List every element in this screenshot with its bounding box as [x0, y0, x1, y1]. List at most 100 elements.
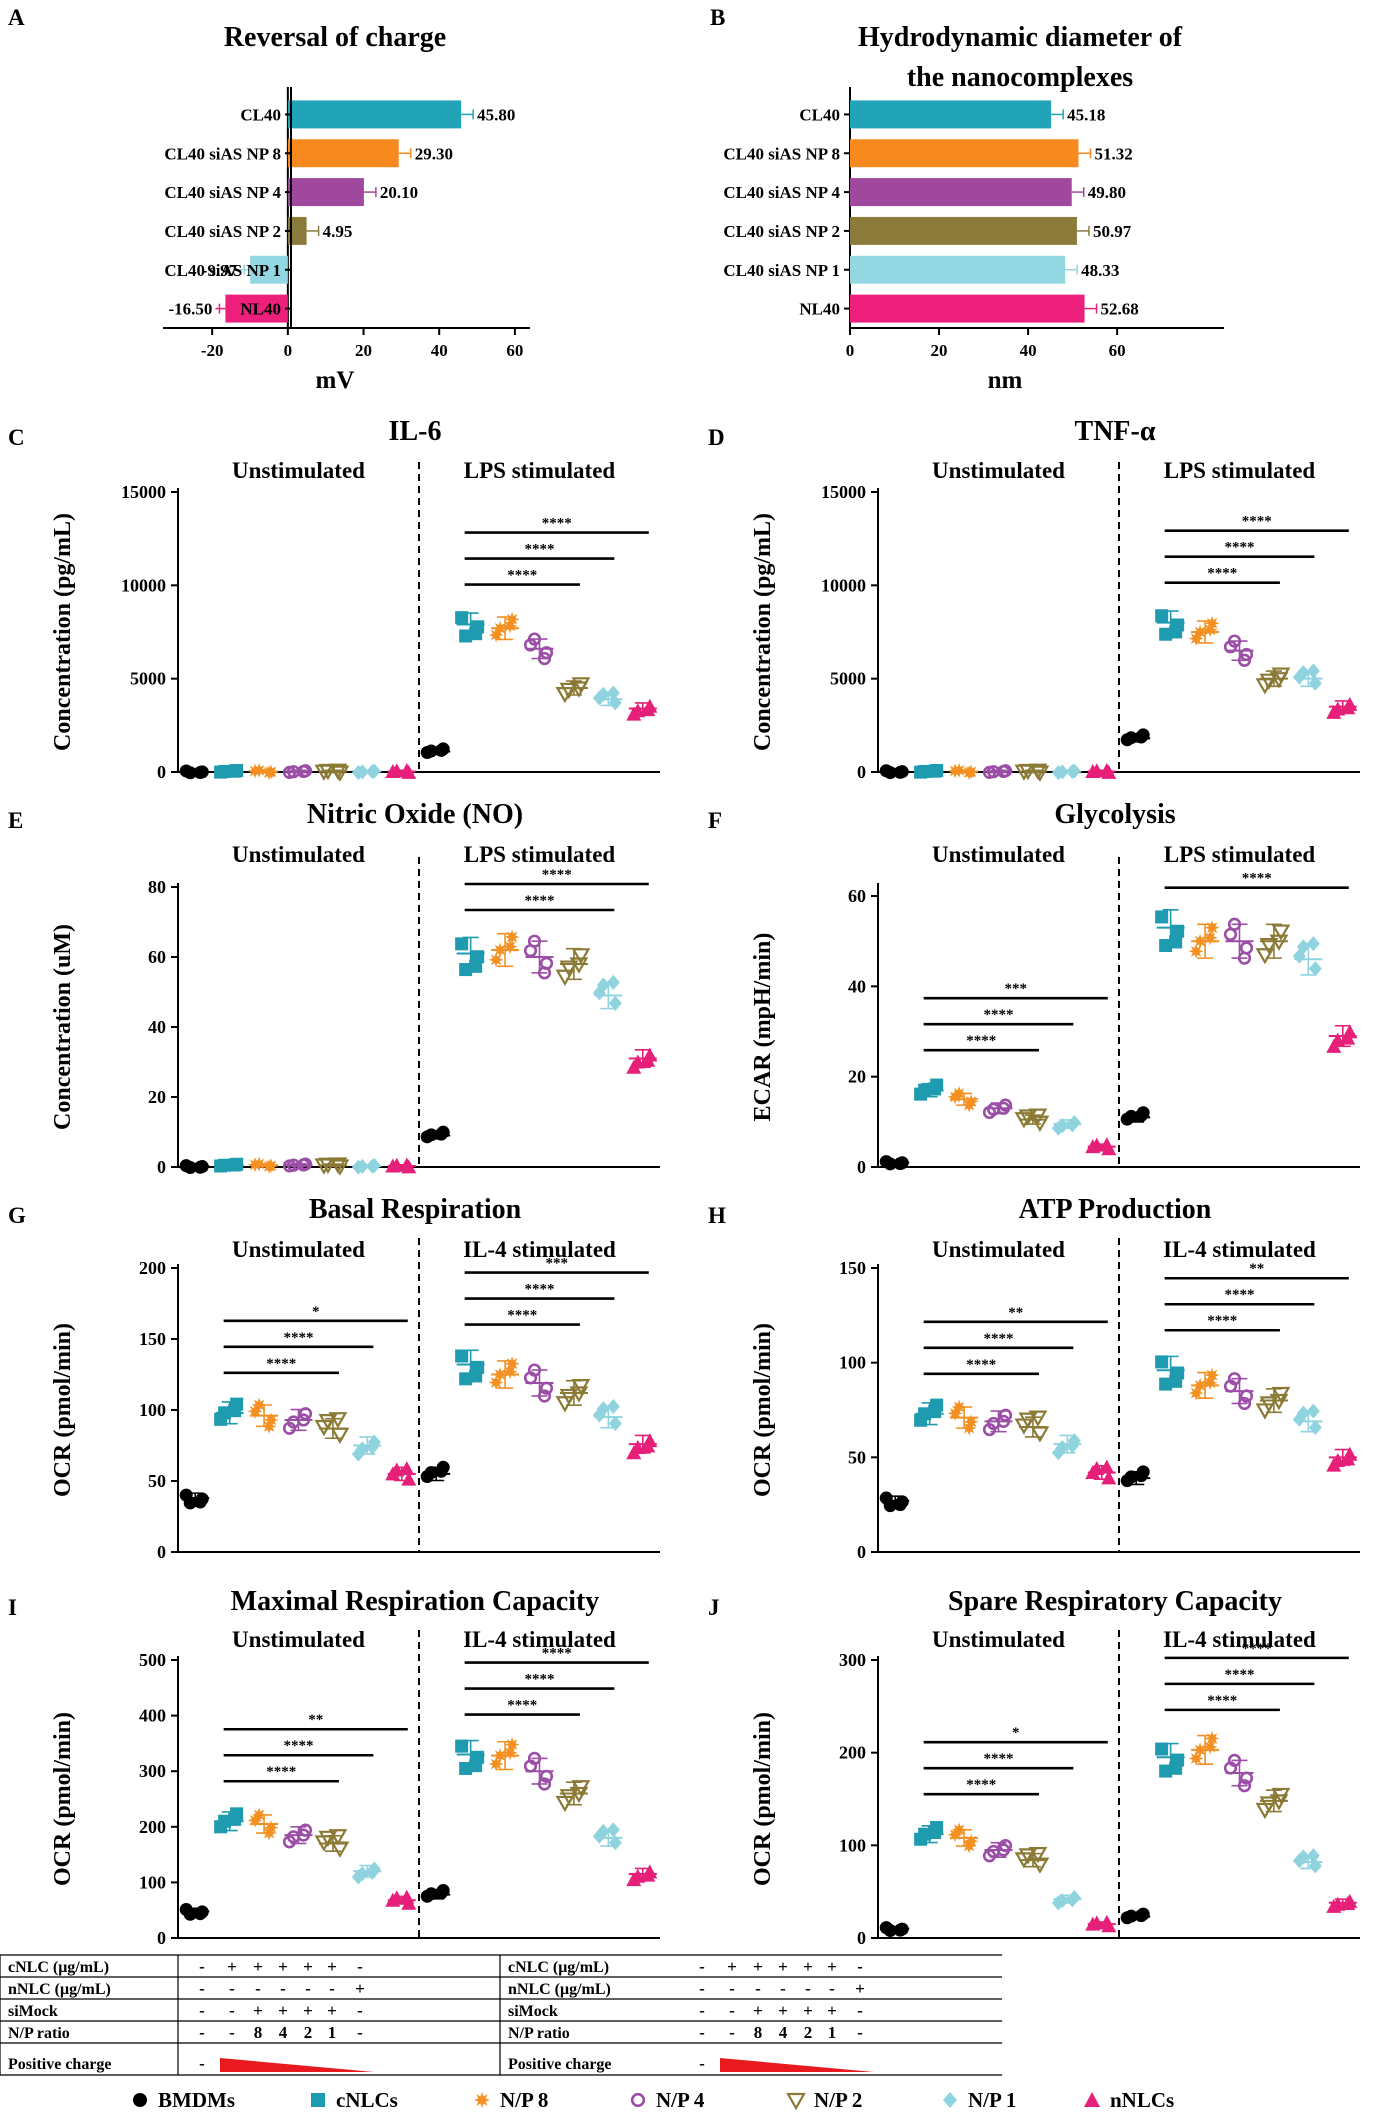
- data-point: [318, 1830, 338, 1847]
- table-cell: -: [857, 2023, 863, 2042]
- data-point: [592, 1828, 606, 1844]
- table-cell: -: [755, 1979, 761, 1998]
- y-tick-label: 0: [857, 1928, 866, 1948]
- significance-label: ****: [542, 1646, 572, 1662]
- data-point: [537, 651, 552, 666]
- data-point: [1340, 1896, 1356, 1911]
- data-point: [571, 948, 591, 965]
- x-tick-label: 60: [1109, 341, 1126, 360]
- data-point: [961, 1420, 977, 1436]
- data-point: [1239, 1389, 1254, 1403]
- table-cell: +: [778, 2001, 788, 2020]
- legend-label: nNLCs: [1110, 2088, 1174, 2112]
- table-row-label: N/P ratio: [508, 2025, 570, 2042]
- bar-6: [225, 294, 288, 323]
- x-tick-label: 60: [506, 341, 523, 360]
- data-point: [1202, 622, 1218, 638]
- data-point: [1085, 1464, 1101, 1479]
- table-cell: -: [199, 1957, 205, 1976]
- data-point: [488, 627, 504, 643]
- table-cell: -: [729, 1979, 735, 1998]
- significance-label: ****: [1242, 1641, 1272, 1657]
- chart-title: IL-6: [389, 416, 442, 447]
- category-label: CL40: [240, 105, 281, 124]
- data-point: [982, 1849, 997, 1863]
- data-point: [502, 1745, 518, 1761]
- bar-2: [850, 139, 1079, 168]
- data-point: [537, 1777, 552, 1791]
- data-point: [420, 1889, 434, 1903]
- data-point: [1202, 1739, 1218, 1755]
- data-point: [1292, 669, 1306, 685]
- data-point: [1051, 1445, 1065, 1461]
- group-label-1: Unstimulated: [932, 458, 1065, 483]
- data-point: [1120, 1911, 1134, 1925]
- panel-letter: H: [708, 1203, 726, 1228]
- table-cell: +: [253, 2001, 263, 2020]
- legend-marker: [1084, 2092, 1100, 2107]
- data-point: [1192, 933, 1208, 949]
- group-label-2: IL-4 stimulated: [463, 1237, 616, 1262]
- y-tick-label: 300: [839, 1650, 866, 1670]
- category-label: CL40 siAS NP 8: [164, 144, 281, 163]
- data-point: [469, 1759, 483, 1773]
- bar-3: [287, 178, 364, 207]
- data-point: [539, 1381, 554, 1395]
- chart-title: Basal Respiration: [309, 1194, 522, 1225]
- significance-label: ****: [1225, 1667, 1255, 1683]
- data-point: [608, 1835, 622, 1851]
- y-tick-label: 15000: [121, 482, 166, 502]
- group-label-2: LPS stimulated: [464, 458, 616, 483]
- data-point: [1204, 920, 1220, 936]
- bar-1: [850, 100, 1052, 129]
- data-point: [455, 937, 469, 951]
- data-point: [282, 765, 297, 779]
- data-point: [1085, 763, 1101, 778]
- y-axis-label: OCR (pmol/min): [750, 1712, 776, 1886]
- data-point: [469, 627, 483, 641]
- table-cell: +: [303, 2001, 313, 2020]
- data-point: [1340, 700, 1356, 715]
- data-point: [504, 929, 520, 945]
- data-point: [1269, 1794, 1289, 1811]
- category-label: CL40 siAS NP 2: [723, 222, 840, 241]
- bar-5: [850, 255, 1066, 284]
- y-tick-label: 20: [148, 1087, 166, 1107]
- chart-title: Reversal of charge: [224, 22, 446, 53]
- data-point: [385, 763, 401, 778]
- data-point: [401, 1471, 417, 1486]
- data-point: [469, 959, 483, 973]
- data-point: [606, 974, 620, 990]
- table-cell: -: [699, 1957, 705, 1976]
- table-cell: -: [699, 2054, 705, 2073]
- data-point: [296, 764, 311, 779]
- data-point: [1239, 647, 1254, 662]
- y-tick-label: 0: [857, 1542, 866, 1562]
- significance-label: ****: [542, 516, 572, 532]
- data-point: [1308, 675, 1322, 691]
- data-point: [247, 1812, 263, 1828]
- panel-letter: D: [708, 425, 725, 450]
- data-point: [298, 1407, 313, 1421]
- significance-label: ****: [1225, 540, 1255, 556]
- data-point: [459, 629, 473, 643]
- y-axis-label: Concentration (pg/mL): [50, 513, 76, 751]
- data-point: [555, 1396, 575, 1413]
- value-label: 29.30: [415, 144, 453, 163]
- data-point: [1306, 936, 1320, 952]
- panel-letter: A: [8, 5, 25, 30]
- data-point: [1169, 935, 1183, 949]
- data-point: [328, 1412, 348, 1429]
- table-cell: -: [857, 2001, 863, 2020]
- data-point: [1051, 1895, 1065, 1911]
- category-label: CL40 siAS NP 8: [723, 144, 840, 163]
- significance-label: ***: [545, 1256, 568, 1272]
- table-cell: -: [199, 1979, 205, 1998]
- significance-label: ****: [266, 1356, 296, 1372]
- data-point: [1271, 924, 1291, 941]
- significance-label: ****: [284, 1738, 314, 1754]
- data-point: [1237, 1396, 1252, 1411]
- data-point: [879, 1155, 893, 1169]
- data-point: [1014, 1112, 1034, 1129]
- data-point: [1018, 1848, 1038, 1865]
